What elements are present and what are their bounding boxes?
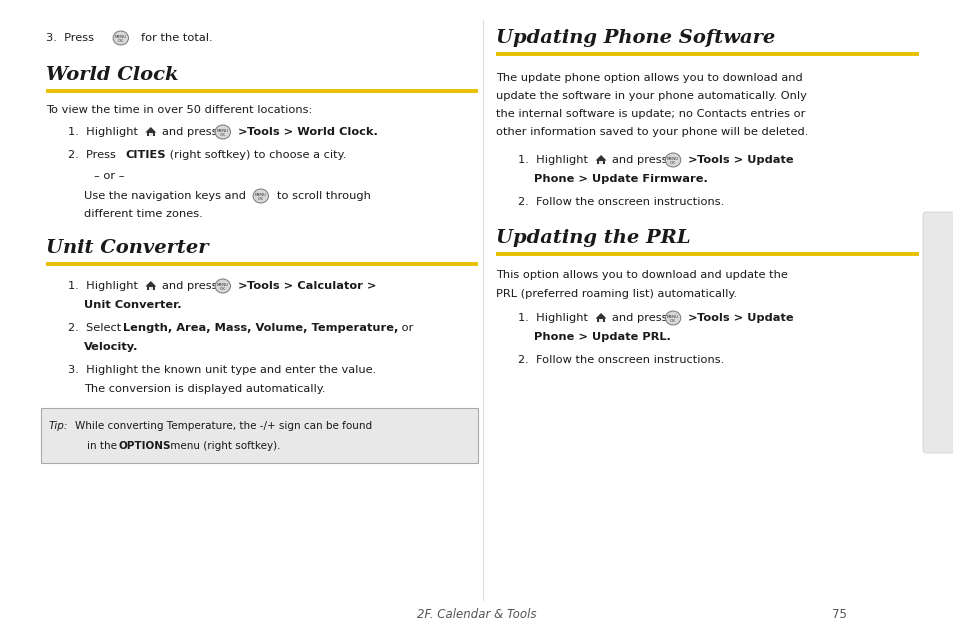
Ellipse shape (214, 279, 231, 293)
Text: Tools > World Clock.: Tools > World Clock. (247, 127, 377, 137)
FancyBboxPatch shape (598, 319, 602, 322)
Text: 1.  Highlight: 1. Highlight (517, 155, 587, 165)
Text: Phone > Update Firmware.: Phone > Update Firmware. (534, 174, 707, 184)
Text: for the total.: for the total. (141, 33, 213, 43)
Text: 2.  Select: 2. Select (68, 323, 125, 333)
Text: MENU: MENU (666, 156, 679, 160)
Text: and press: and press (612, 155, 667, 165)
Text: update the software in your phone automatically. Only: update the software in your phone automa… (496, 91, 806, 101)
Polygon shape (595, 313, 606, 319)
Text: While converting Temperature, the -/+ sign can be found: While converting Temperature, the -/+ si… (74, 421, 372, 431)
Text: – or –: – or – (93, 171, 124, 181)
Text: Updating Phone Software: Updating Phone Software (496, 29, 775, 47)
Text: in the: in the (87, 441, 120, 451)
Text: 3.  Press: 3. Press (46, 33, 93, 43)
Polygon shape (145, 127, 156, 132)
Text: to scroll through: to scroll through (276, 191, 371, 201)
Text: To view the time in over 50 different locations:: To view the time in over 50 different lo… (46, 105, 312, 115)
Text: OK: OK (219, 132, 226, 137)
Text: Use the navigation keys and: Use the navigation keys and (84, 191, 246, 201)
Text: Tip:: Tip: (49, 421, 68, 431)
Text: different time zones.: different time zones. (84, 209, 202, 219)
Text: 2.  Follow the onscreen instructions.: 2. Follow the onscreen instructions. (517, 197, 723, 207)
Text: or: or (397, 323, 413, 333)
Text: and press: and press (162, 281, 217, 291)
Text: 1.  Highlight: 1. Highlight (68, 127, 137, 137)
FancyBboxPatch shape (147, 285, 154, 290)
Text: OK: OK (669, 319, 676, 322)
Text: PRL (preferred roaming list) automatically.: PRL (preferred roaming list) automatical… (496, 289, 737, 299)
Text: 2.  Follow the onscreen instructions.: 2. Follow the onscreen instructions. (517, 355, 723, 365)
Ellipse shape (664, 311, 680, 325)
Text: and press: and press (612, 313, 667, 323)
Ellipse shape (253, 189, 268, 203)
Text: Length, Area, Mass, Volume, Temperature,: Length, Area, Mass, Volume, Temperature, (123, 323, 397, 333)
Text: 2F. Calendar & Tools: 2F. Calendar & Tools (416, 609, 537, 621)
Text: 75: 75 (831, 609, 846, 621)
Text: 3.  Highlight the known unit type and enter the value.: 3. Highlight the known unit type and ent… (68, 365, 375, 375)
Text: and press: and press (162, 127, 217, 137)
FancyBboxPatch shape (923, 212, 953, 453)
Text: the internal software is update; no Contacts entries or: the internal software is update; no Cont… (496, 109, 804, 119)
Text: Velocity.: Velocity. (84, 342, 138, 352)
Text: MENU: MENU (216, 282, 229, 286)
Text: This option allows you to download and update the: This option allows you to download and u… (496, 270, 787, 280)
Text: Phone > Update PRL.: Phone > Update PRL. (534, 332, 670, 342)
Text: The update phone option allows you to download and: The update phone option allows you to do… (496, 73, 802, 83)
Text: Unit Converter.: Unit Converter. (84, 300, 181, 310)
Text: Tools > Calculator >: Tools > Calculator > (247, 281, 375, 291)
Text: other information saved to your phone will be deleted.: other information saved to your phone wi… (496, 127, 807, 137)
Ellipse shape (664, 153, 680, 167)
Ellipse shape (113, 31, 129, 45)
FancyBboxPatch shape (597, 317, 604, 322)
Ellipse shape (214, 125, 231, 139)
Text: >: > (237, 281, 247, 291)
Text: OK: OK (219, 286, 226, 291)
Text: CITIES: CITIES (126, 150, 166, 160)
Text: 2.  Press: 2. Press (68, 150, 119, 160)
Text: Tools > Update: Tools > Update (697, 155, 793, 165)
Text: OK: OK (118, 39, 124, 43)
Text: 1.  Highlight: 1. Highlight (68, 281, 137, 291)
Text: Tools > Update: Tools > Update (697, 313, 793, 323)
Text: >: > (237, 127, 247, 137)
Text: Calendar / Tools: Calendar / Tools (934, 296, 943, 368)
Text: (right softkey) to choose a city.: (right softkey) to choose a city. (166, 150, 346, 160)
Text: menu (right softkey).: menu (right softkey). (167, 441, 280, 451)
Text: >: > (687, 155, 697, 165)
FancyBboxPatch shape (149, 133, 152, 136)
Text: >: > (687, 313, 697, 323)
Text: OK: OK (669, 160, 676, 165)
Polygon shape (145, 281, 156, 286)
Text: MENU: MENU (216, 128, 229, 132)
FancyBboxPatch shape (149, 287, 152, 290)
Text: The conversion is displayed automatically.: The conversion is displayed automaticall… (84, 384, 325, 394)
Text: MENU: MENU (114, 34, 127, 39)
FancyBboxPatch shape (598, 161, 602, 164)
Text: MENU: MENU (666, 314, 679, 319)
FancyBboxPatch shape (597, 159, 604, 164)
Text: World Clock: World Clock (46, 66, 178, 84)
Text: OPTIONS: OPTIONS (119, 441, 172, 451)
Text: MENU: MENU (254, 193, 267, 197)
Text: OK: OK (257, 197, 263, 200)
FancyBboxPatch shape (147, 131, 154, 136)
FancyBboxPatch shape (41, 408, 477, 463)
Text: Unit Converter: Unit Converter (46, 239, 208, 257)
Text: Updating the PRL: Updating the PRL (496, 229, 690, 247)
Text: 1.  Highlight: 1. Highlight (517, 313, 587, 323)
Polygon shape (595, 155, 606, 160)
